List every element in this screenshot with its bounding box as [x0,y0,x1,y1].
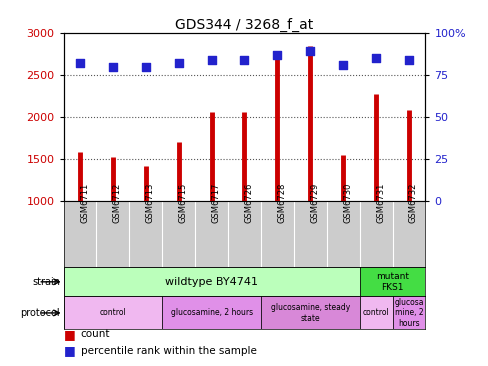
Point [339,62,346,68]
Bar [63,267,359,296]
Text: glucosamine, steady
state: glucosamine, steady state [270,303,349,323]
Text: percentile rank within the sample: percentile rank within the sample [81,346,256,356]
Text: glucosa
mine, 2
hours: glucosa mine, 2 hours [393,298,423,328]
Point [109,64,117,70]
Text: GSM6730: GSM6730 [343,182,351,223]
Text: ■: ■ [63,344,75,357]
Bar [359,267,425,296]
Text: wildtype BY4741: wildtype BY4741 [165,277,258,287]
Text: GSM6732: GSM6732 [408,182,417,223]
Text: GSM6711: GSM6711 [80,183,89,223]
Point [306,49,314,55]
Point [76,60,84,66]
Bar [392,296,425,329]
Text: GSM6729: GSM6729 [310,183,319,223]
Text: GSM6728: GSM6728 [277,182,286,223]
Title: GDS344 / 3268_f_at: GDS344 / 3268_f_at [175,18,313,32]
Text: GSM6712: GSM6712 [113,183,122,223]
Text: control: control [362,309,388,317]
Point [240,57,248,63]
Point [174,60,182,66]
Text: GSM6731: GSM6731 [375,182,384,223]
Bar [162,296,261,329]
Text: mutant
FKS1: mutant FKS1 [375,272,408,292]
Text: protocol: protocol [20,308,60,318]
Text: ■: ■ [63,328,75,341]
Bar [63,296,162,329]
Bar [359,296,392,329]
Text: GSM6713: GSM6713 [145,182,155,223]
Bar [261,296,359,329]
Text: GSM6715: GSM6715 [178,183,187,223]
Point [142,64,149,70]
Point [273,52,281,58]
Point [404,57,412,63]
Text: GSM6717: GSM6717 [211,182,220,223]
Point [207,57,215,63]
Text: GSM6726: GSM6726 [244,182,253,223]
Text: glucosamine, 2 hours: glucosamine, 2 hours [170,309,252,317]
Text: control: control [100,309,126,317]
Text: count: count [81,329,110,339]
Point [371,55,379,61]
Text: strain: strain [32,277,60,287]
